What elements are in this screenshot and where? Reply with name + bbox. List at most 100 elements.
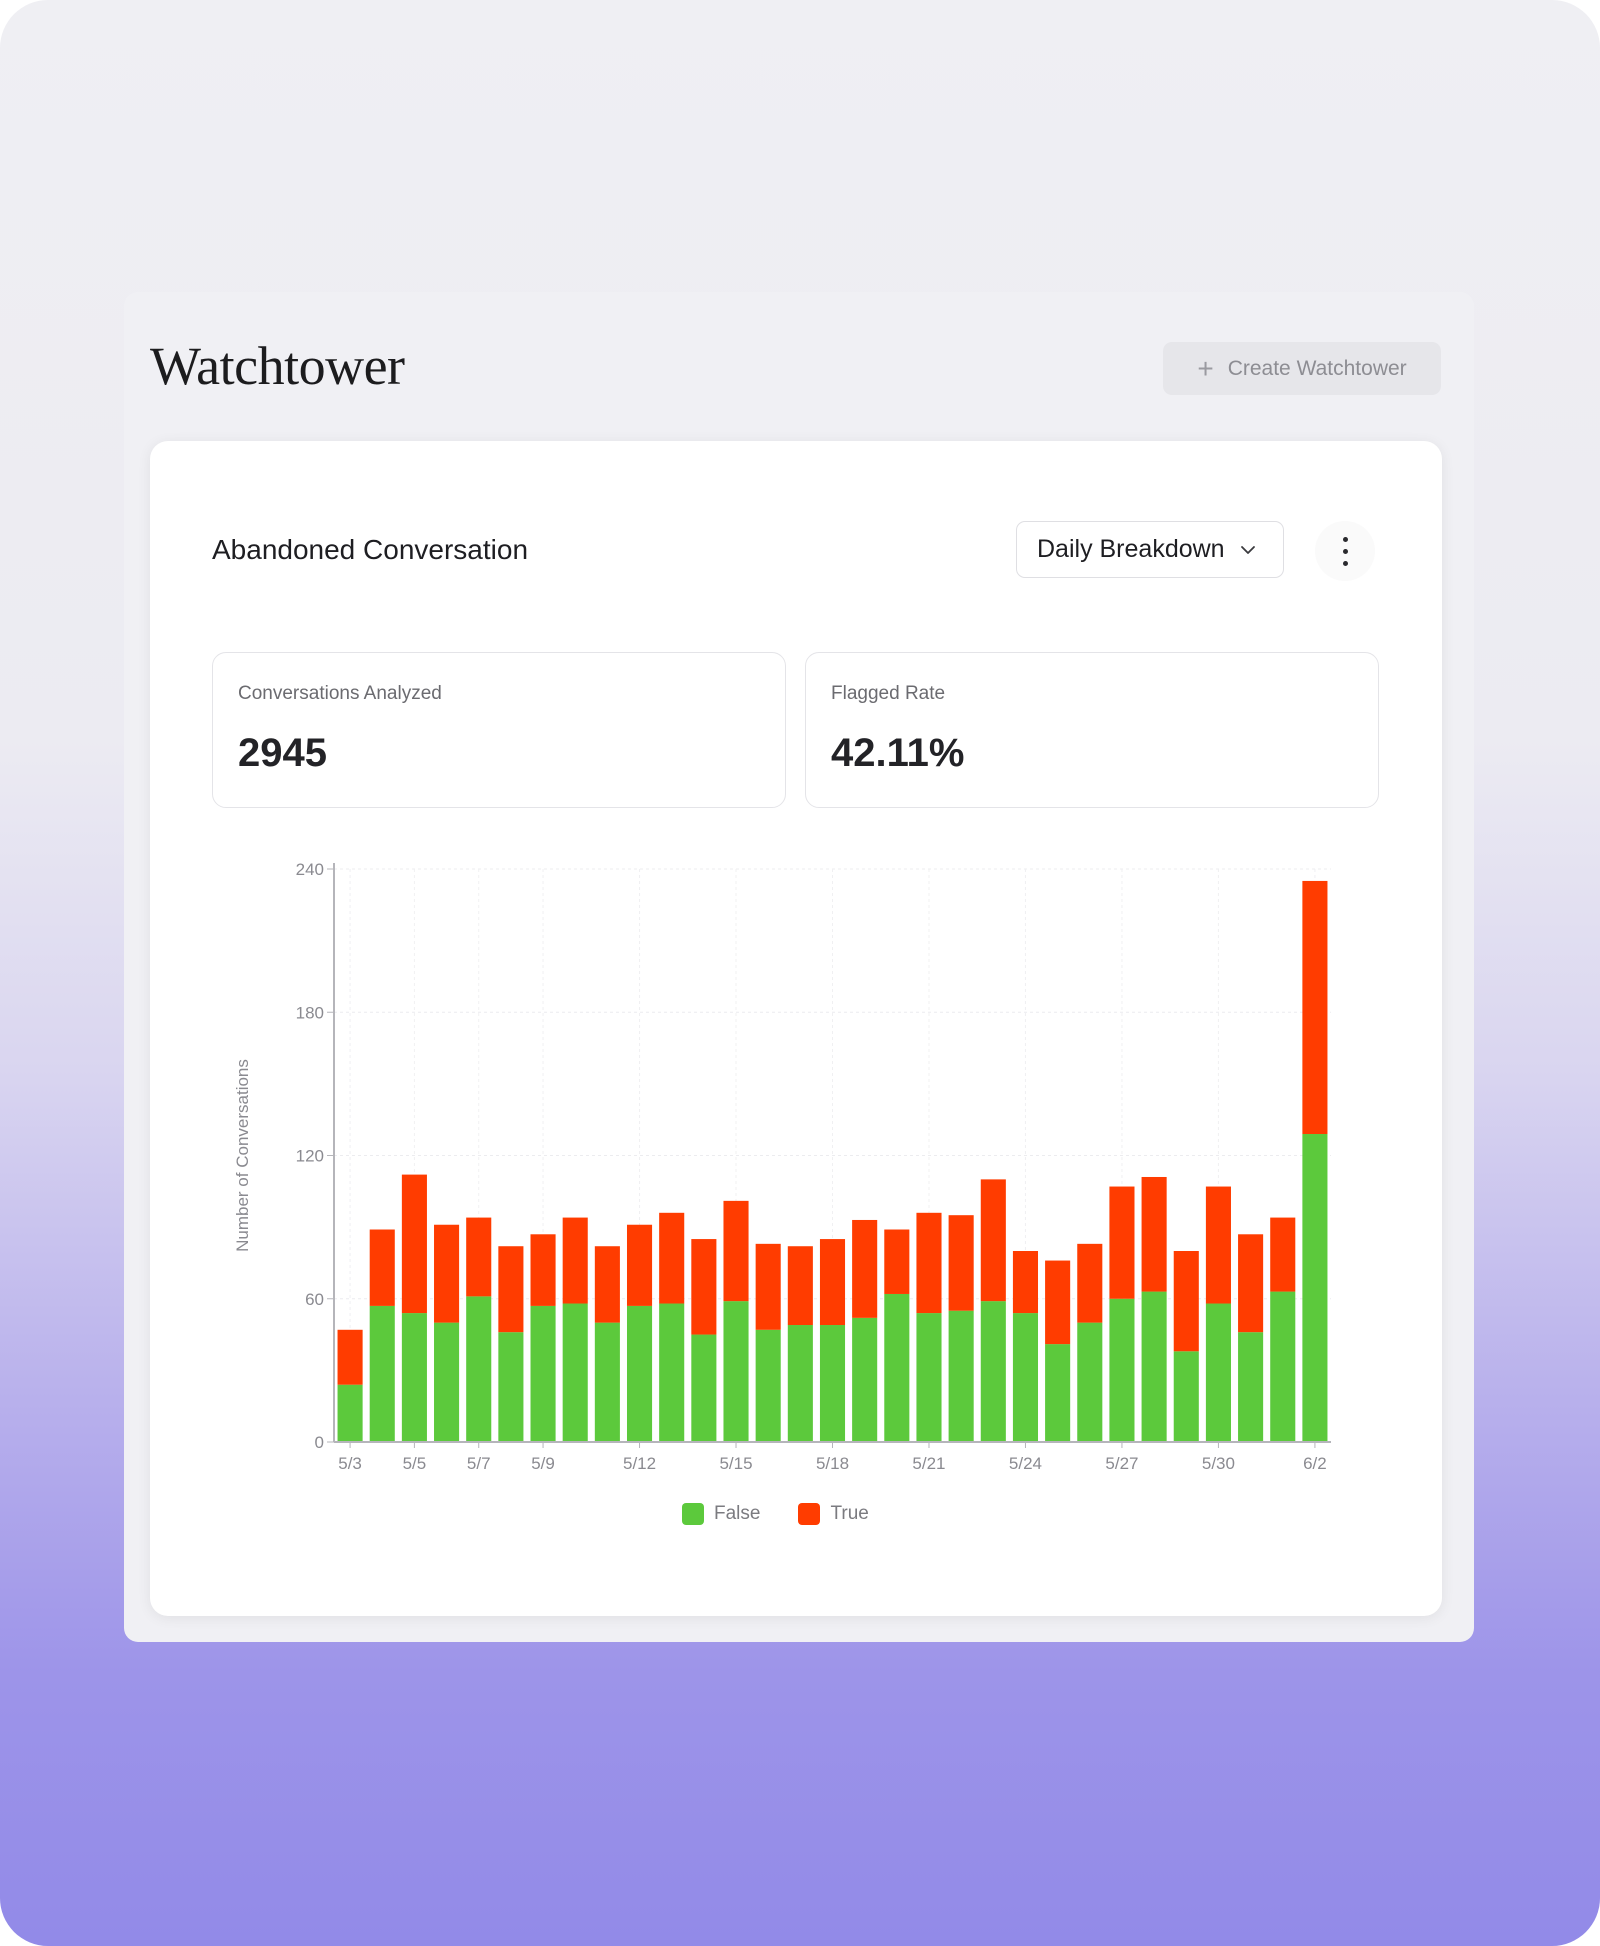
bar-false xyxy=(659,1303,685,1442)
more-vertical-icon[interactable] xyxy=(1315,521,1375,581)
bar-true xyxy=(1238,1234,1264,1333)
x-tick-label: 5/7 xyxy=(467,1454,491,1473)
bar-true xyxy=(852,1219,878,1318)
bar-false xyxy=(1173,1351,1199,1442)
bar-true xyxy=(916,1212,942,1314)
bar-true xyxy=(948,1215,974,1311)
bar-true xyxy=(884,1229,910,1294)
chevron-down-icon xyxy=(1240,545,1255,554)
y-axis-title: Number of Conversations xyxy=(233,1059,252,1252)
legend-item-false[interactable]: False xyxy=(682,1503,760,1525)
legend-label-true: True xyxy=(830,1503,869,1524)
bar-false xyxy=(1141,1291,1167,1442)
bar-true xyxy=(498,1246,524,1333)
bar-true xyxy=(562,1217,588,1304)
y-tick-label: 60 xyxy=(305,1290,324,1309)
bar-true xyxy=(691,1239,717,1335)
breakdown-dropdown[interactable]: Daily Breakdown xyxy=(1016,521,1284,578)
chart-legend: False True xyxy=(682,1503,869,1525)
bar-true xyxy=(594,1246,620,1323)
bar-false xyxy=(819,1325,846,1442)
bar-false xyxy=(691,1334,717,1442)
stat-value: 42.11% xyxy=(831,731,965,775)
x-tick-label: 5/27 xyxy=(1105,1454,1138,1473)
bar-true xyxy=(1012,1251,1039,1314)
plus-icon: + xyxy=(1197,352,1214,384)
bar-true xyxy=(1141,1176,1167,1292)
create-watchtower-button[interactable]: + Create Watchtower xyxy=(1163,342,1441,395)
breakdown-selected: Daily Breakdown xyxy=(1037,535,1225,563)
x-tick-label: 5/3 xyxy=(338,1454,362,1473)
stat-value: 2945 xyxy=(238,731,327,775)
bar-false xyxy=(594,1322,620,1442)
bar-true xyxy=(401,1174,427,1314)
x-tick-label: 5/12 xyxy=(623,1454,656,1473)
bar-false xyxy=(1302,1134,1328,1442)
bar-false xyxy=(755,1329,781,1442)
x-tick-label: 5/5 xyxy=(403,1454,427,1473)
bar-false xyxy=(1012,1313,1039,1442)
bar-true xyxy=(1109,1186,1135,1299)
legend-swatch-false xyxy=(682,1503,704,1525)
bar-false xyxy=(1270,1291,1296,1442)
bar-false xyxy=(1109,1298,1135,1442)
bar-false xyxy=(948,1310,974,1442)
bar-true xyxy=(466,1217,492,1297)
bar-true xyxy=(659,1212,685,1304)
x-tick-label: 5/30 xyxy=(1202,1454,1235,1473)
bar-false xyxy=(466,1296,492,1442)
bar-false xyxy=(980,1301,1006,1442)
bar-false xyxy=(1077,1322,1103,1442)
bar-true xyxy=(1077,1243,1103,1323)
bar-true xyxy=(1173,1251,1199,1352)
bar-false xyxy=(337,1384,363,1442)
x-tick-label: 5/18 xyxy=(816,1454,849,1473)
bar-false xyxy=(530,1305,556,1442)
legend-swatch-true xyxy=(798,1503,821,1525)
legend-item-true[interactable]: True xyxy=(798,1503,869,1525)
bar-false xyxy=(401,1313,427,1442)
card-title: Abandoned Conversation xyxy=(212,534,529,565)
bar-false xyxy=(626,1305,653,1442)
bar-true xyxy=(980,1179,1006,1302)
x-tick-label: 5/21 xyxy=(912,1454,945,1473)
bar-true xyxy=(1205,1186,1231,1304)
legend-label-false: False xyxy=(714,1503,761,1524)
y-tick-label: 0 xyxy=(315,1433,324,1452)
bar-true xyxy=(530,1234,556,1306)
bar-true xyxy=(434,1224,460,1323)
stat-label: Flagged Rate xyxy=(831,683,946,704)
bar-false xyxy=(884,1293,910,1442)
x-tick-label: 5/9 xyxy=(531,1454,555,1473)
bar-false xyxy=(1205,1303,1231,1442)
bar-true xyxy=(755,1243,781,1330)
bar-false xyxy=(723,1301,749,1442)
bar-false xyxy=(498,1332,524,1442)
bar-true xyxy=(337,1329,363,1385)
bar-true xyxy=(787,1246,813,1326)
x-tick-label: 5/15 xyxy=(719,1454,752,1473)
bar-true xyxy=(723,1200,749,1302)
bar-false xyxy=(369,1305,395,1442)
y-tick-label: 180 xyxy=(296,1003,324,1022)
x-tick-label: 6/2 xyxy=(1303,1454,1327,1473)
bar-false xyxy=(787,1325,813,1442)
bar-true xyxy=(1045,1260,1071,1345)
stacked-bar-chart: 0 60 120 180 240 5/3 5/5 5/7 5/9 5/12 5/15 5/18 5/21… xyxy=(233,860,1331,1473)
bar-false xyxy=(1238,1332,1264,1442)
bar-false xyxy=(1045,1344,1071,1442)
bar-false xyxy=(562,1303,588,1442)
stat-conversations-analyzed: Conversations Analyzed 2945 xyxy=(212,652,786,808)
bar-true xyxy=(369,1229,395,1306)
bar-true xyxy=(819,1239,846,1326)
create-watchtower-label: Create Watchtower xyxy=(1227,356,1407,380)
bar-false xyxy=(852,1317,878,1442)
stat-label: Conversations Analyzed xyxy=(238,683,442,704)
bar-false xyxy=(434,1322,460,1442)
watchtower-card: Abandoned Conversation Daily Breakdown C… xyxy=(150,441,1442,1616)
bar-true xyxy=(1302,880,1328,1135)
bar-true xyxy=(1270,1217,1296,1292)
x-tick-label: 5/24 xyxy=(1009,1454,1042,1473)
page-title: Watchtower xyxy=(150,336,405,396)
